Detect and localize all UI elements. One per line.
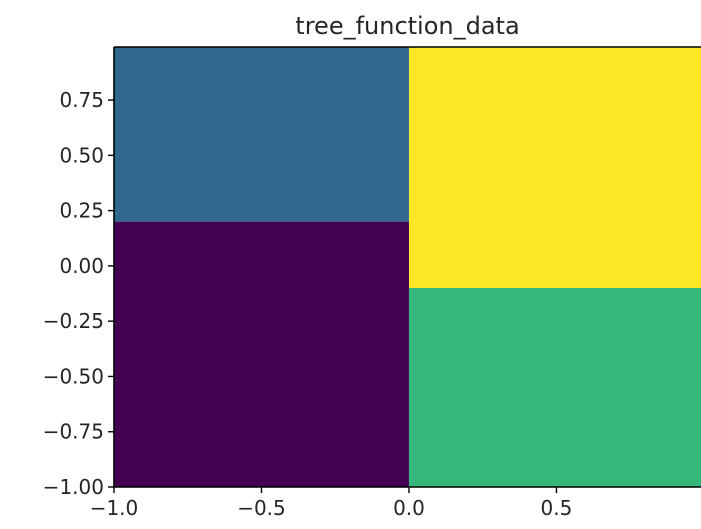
heatmap-region-1: [114, 221, 409, 487]
heatmap-region-3: [408, 288, 701, 487]
y-axis-ticks: −1.00 −0.75 −0.50 −0.25 0.00 0.25 0.50 0.75: [43, 88, 114, 499]
x-tick-label: −1.0: [90, 496, 139, 520]
heatmap-regions: [114, 47, 701, 487]
x-axis-ticks: −1.0 −0.5 0.0 0.5: [90, 487, 573, 520]
x-tick-label: 0.0: [393, 496, 425, 520]
y-tick-label: −0.75: [43, 420, 104, 444]
y-tick-label: 0.00: [59, 254, 104, 278]
y-tick-label: 0.50: [59, 143, 104, 167]
chart-title: tree_function_data: [295, 12, 519, 40]
heatmap-region-2: [408, 47, 701, 289]
y-tick-label: −0.25: [43, 309, 104, 333]
y-tick-label: −0.50: [43, 364, 104, 388]
x-tick-label: −0.5: [237, 496, 286, 520]
y-tick-label: −1.00: [43, 475, 104, 499]
y-tick-label: 0.75: [59, 88, 104, 112]
heatmap-region-0: [114, 47, 409, 222]
y-tick-label: 0.25: [59, 199, 104, 223]
x-tick-label: 0.5: [541, 496, 573, 520]
